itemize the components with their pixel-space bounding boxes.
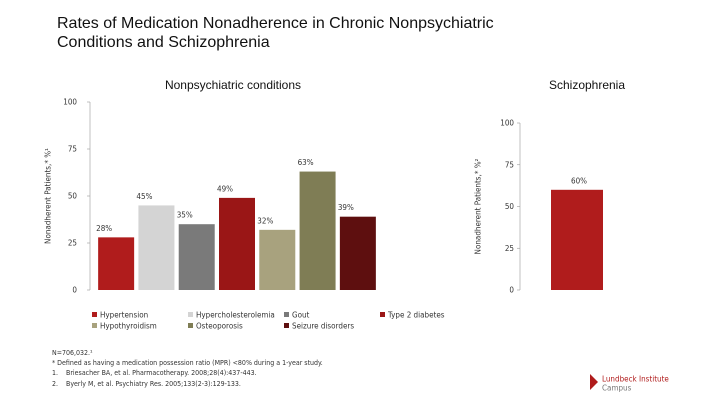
legend-label: Seizure disorders <box>292 322 354 331</box>
y-tick-label: 75 <box>505 160 514 169</box>
y-tick-label: 75 <box>68 145 77 154</box>
value-label: 28% <box>96 224 112 233</box>
legend-label: Hypertension <box>100 311 148 320</box>
legend-swatch <box>92 323 97 328</box>
y-axis-label: Nonadherent Patients,* %¹ <box>44 148 53 244</box>
legend-swatch <box>92 312 97 317</box>
logo-text: Campus <box>602 384 632 393</box>
bar <box>98 237 135 290</box>
value-label: 39% <box>338 203 354 212</box>
y-tick-label: 100 <box>500 119 514 128</box>
y-tick-label: 0 <box>72 286 77 295</box>
value-label: 49% <box>217 184 233 193</box>
slide-title: Rates of Medication Nonadherence in Chro… <box>57 15 494 51</box>
bar <box>551 189 603 290</box>
chart-title: Schizophrenia <box>549 78 625 92</box>
y-tick-label: 25 <box>505 244 514 253</box>
legend-swatch <box>188 323 193 328</box>
value-label: 32% <box>257 216 273 225</box>
bar <box>219 197 255 290</box>
legend-label: Hypothyroidism <box>100 322 157 331</box>
footnote: * Defined as having a medication possess… <box>52 359 323 367</box>
bar <box>339 216 376 290</box>
y-tick-label: 0 <box>509 286 514 295</box>
legend-swatch <box>284 323 289 328</box>
legend-label: Gout <box>292 311 310 320</box>
footnote: Briesacher BA, et al. Pharmacotherapy. 2… <box>66 369 257 377</box>
y-axis-label: Nonadherent Patients,* %² <box>474 158 483 254</box>
bar <box>299 171 336 290</box>
footnote: Byerly M, et al. Psychiatry Res. 2005;13… <box>66 380 241 388</box>
bar <box>259 229 296 290</box>
chart-title: Nonpsychiatric conditions <box>165 78 301 92</box>
bar <box>138 205 175 290</box>
value-label: 35% <box>177 211 193 220</box>
legend-swatch <box>380 312 385 317</box>
legend-label: Hypercholesterolemia <box>196 311 275 320</box>
logo-text: Lundbeck Institute <box>602 375 669 384</box>
legend-swatch <box>188 312 193 317</box>
legend-label: Type 2 diabetes <box>387 311 445 320</box>
legend-swatch <box>284 312 289 317</box>
y-tick-label: 50 <box>68 192 78 201</box>
y-tick-label: 25 <box>68 239 77 248</box>
footnote: N=706,032.¹ <box>52 349 93 357</box>
bar <box>178 224 215 290</box>
footnote: 2. <box>52 380 58 388</box>
footnote: 1. <box>52 369 58 377</box>
y-tick-label: 100 <box>63 98 77 107</box>
value-label: 63% <box>298 158 314 167</box>
legend-label: Osteoporosis <box>196 322 243 331</box>
value-label: 45% <box>136 192 152 201</box>
y-tick-label: 50 <box>505 202 515 211</box>
logo-mark <box>590 374 598 390</box>
value-label: 60% <box>571 176 587 185</box>
